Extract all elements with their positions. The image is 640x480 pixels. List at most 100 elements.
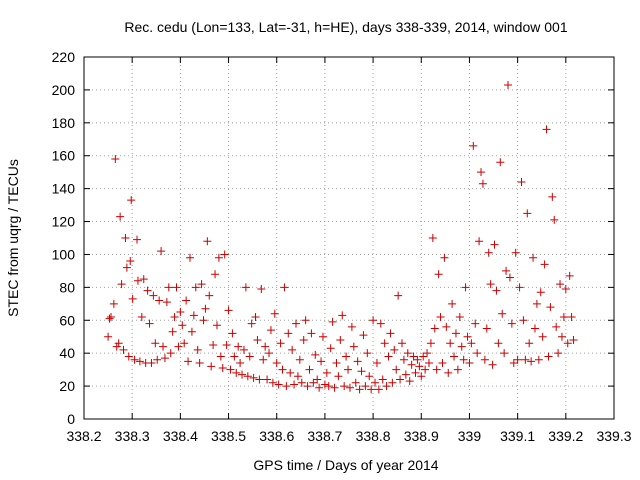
data-point [226,365,235,374]
data-point [446,339,455,348]
data-point [307,329,316,338]
x-tick-label: 338.6 [259,428,294,444]
data-point [203,237,212,246]
data-point [105,314,114,323]
data-point [517,178,526,187]
y-tick-label: 100 [52,246,76,262]
y-tick-label: 20 [59,378,75,394]
data-point [357,367,366,376]
data-point [546,303,555,312]
x-axis-title: GPS time / Days of year 2014 [253,457,438,473]
data-point [282,382,291,391]
data-point [500,349,509,358]
data-point [563,339,572,348]
data-point [116,212,125,221]
data-point [259,355,268,364]
data-point [455,312,464,321]
data-point [278,365,287,374]
data-point [255,375,264,384]
data-point [423,349,432,358]
data-point [371,378,380,387]
data-point [442,322,451,331]
data-point [448,299,457,308]
data-point [182,296,191,305]
data-point [361,382,370,391]
data-point [396,375,405,384]
data-point [263,375,272,384]
data-point [409,352,418,361]
data-point [133,235,141,244]
data-point [117,280,126,289]
axis-ticks: 338.2 338.3 338.4 338.5 338.6 338.7 338.8 338.9… [52,49,632,444]
data-point [548,192,557,201]
data-point [324,382,333,391]
data-point [374,385,383,394]
data-point [490,240,499,249]
data-point [106,312,115,321]
data-point [527,357,536,366]
data-point [326,344,335,353]
data-point [544,352,553,361]
data-point [536,288,545,297]
y-tick-label: 140 [52,181,76,197]
data-point [540,260,549,269]
data-point [530,324,539,333]
data-point [153,355,162,364]
data-point [399,355,408,364]
data-point [274,380,283,389]
data-point [268,378,277,387]
data-point [191,283,200,292]
data-point [104,332,113,341]
data-point [180,339,189,348]
data-point [369,316,378,325]
x-tick-label: 338.7 [307,428,342,444]
data-point [347,322,356,331]
data-point [265,349,274,358]
data-point [486,280,495,289]
x-tick-label: 339.2 [548,428,583,444]
data-point [451,329,460,338]
data-point [197,280,206,289]
data-point [119,345,128,354]
x-tick-label: 338.9 [404,428,439,444]
data-point [195,359,204,368]
y-tick-label: 0 [67,411,75,427]
data-point [317,357,326,366]
data-point [438,359,447,368]
y-tick-label: 220 [52,49,76,65]
data-point [135,357,144,366]
data-point [261,342,270,351]
data-point [270,309,279,318]
x-tick-label: 339.3 [596,428,631,444]
data-point [239,345,248,354]
data-point [293,372,302,381]
data-point [523,209,532,218]
x-tick-label: 338.8 [356,428,391,444]
data-point [480,355,489,364]
data-point [421,365,430,374]
data-point [453,365,462,374]
data-point [218,363,227,372]
data-point [112,342,121,351]
data-point [552,322,561,331]
data-point [178,321,187,330]
data-point [297,378,306,387]
data-point [475,237,484,246]
data-point [355,385,364,394]
data-point [201,304,210,313]
data-point [430,324,439,333]
data-point [505,273,514,282]
data-point [367,385,376,394]
data-point [299,336,308,345]
data-point [174,342,183,351]
data-point [162,298,171,307]
y-tick-label: 80 [59,279,75,295]
data-point [311,350,320,359]
data-point [471,319,480,328]
data-point [542,125,551,134]
grid-lines [84,57,614,419]
data-point [257,285,266,294]
data-point [328,317,337,326]
data-point [212,321,221,330]
data-point [382,382,391,391]
